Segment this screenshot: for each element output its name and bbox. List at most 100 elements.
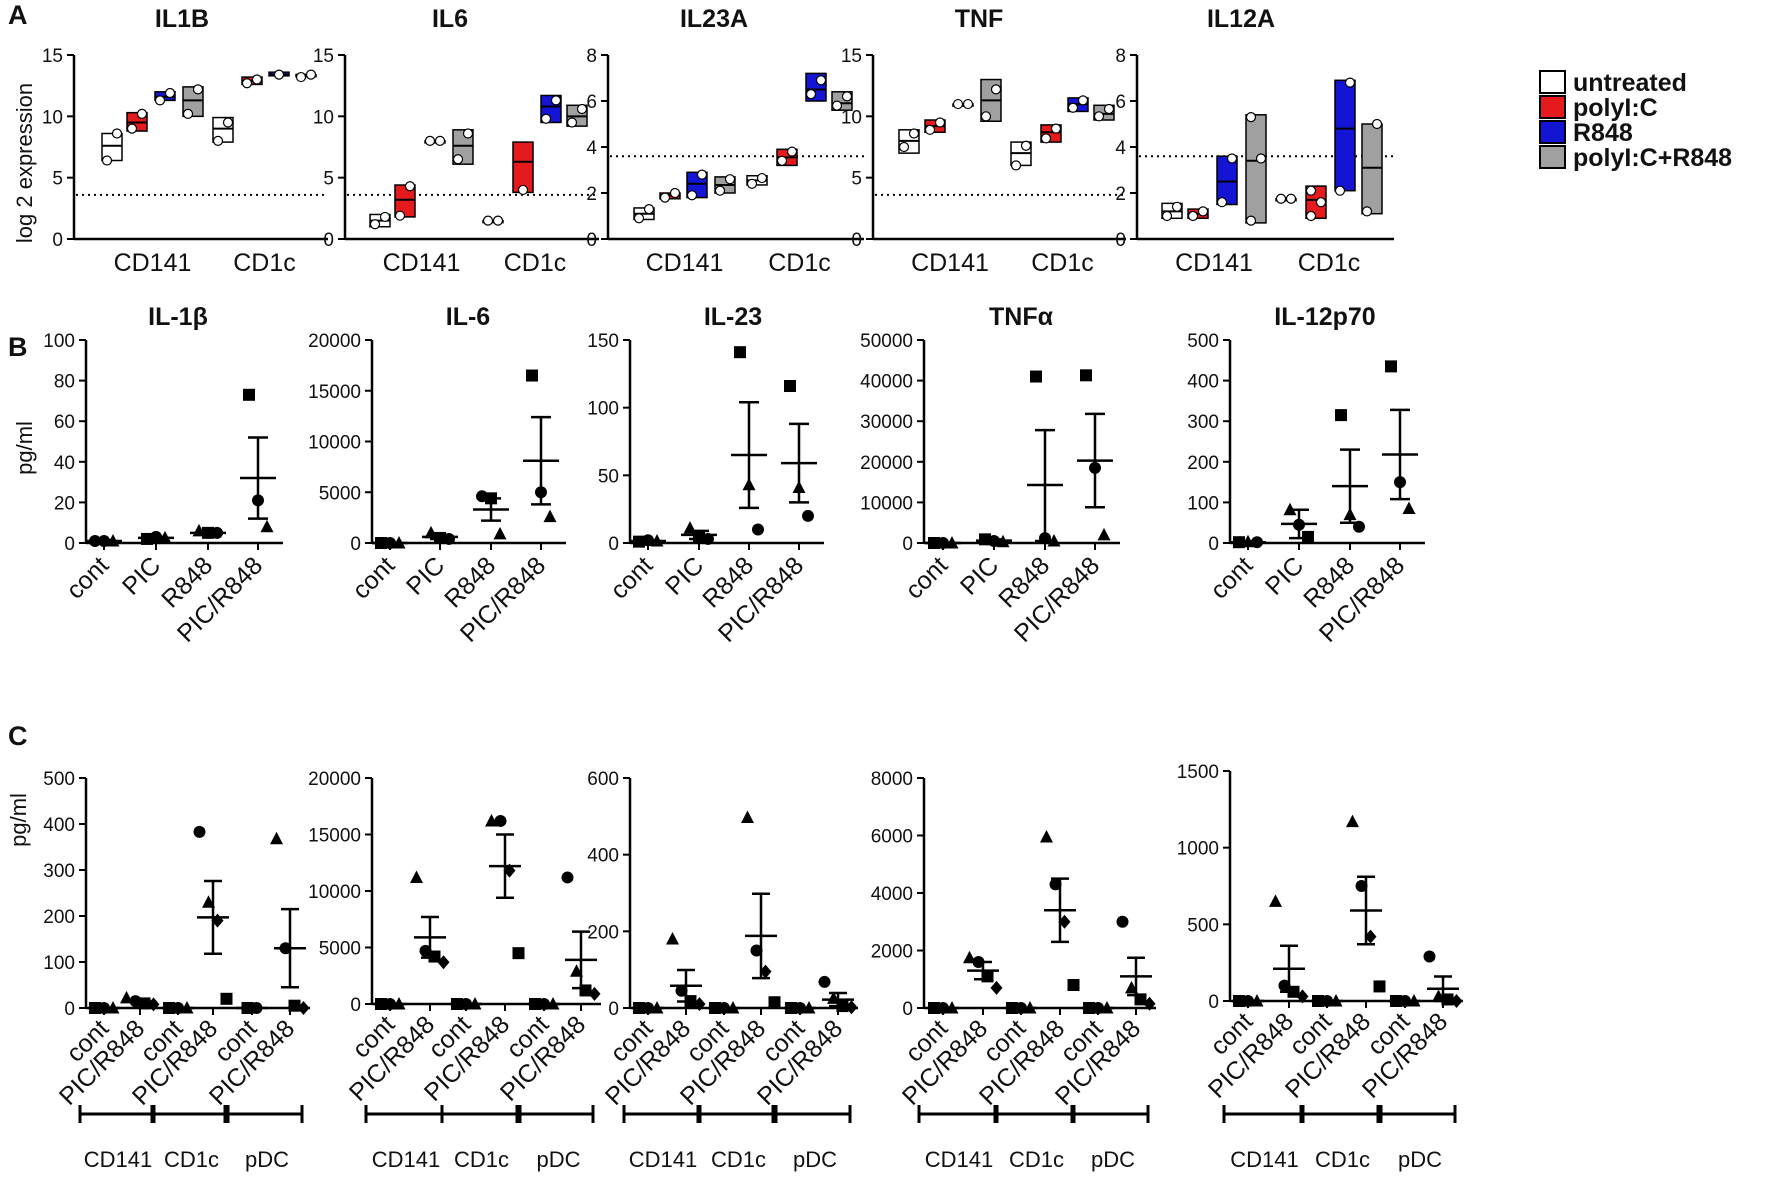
data-point	[369, 219, 381, 230]
data-point	[154, 95, 166, 106]
data-point	[784, 380, 796, 393]
chart-title: IL6	[432, 5, 468, 33]
data-point	[693, 531, 705, 544]
data-point	[1373, 980, 1386, 993]
data-point	[579, 984, 592, 997]
data-point	[138, 997, 151, 1010]
data-point	[831, 100, 843, 111]
data-point	[540, 113, 552, 124]
y-tick-label: 30000	[860, 412, 913, 433]
y-tick-label: 0	[851, 230, 862, 251]
legend-label-r848: R848	[1573, 119, 1633, 147]
legend: untreated polyI:C R848 polyI:C+R848	[1539, 69, 1732, 172]
data-point	[1089, 461, 1101, 474]
data-point	[845, 1000, 858, 1015]
group-label: CD1c	[1315, 1147, 1370, 1172]
chart-title: IL1B	[155, 5, 209, 33]
data-point	[243, 388, 255, 401]
data-point	[1083, 1002, 1095, 1014]
data-point	[106, 1001, 120, 1014]
data-point	[650, 1001, 664, 1014]
y-tick-label: 200	[43, 907, 75, 928]
y-tick-label: 40	[54, 453, 75, 474]
legend-swatch-polyic	[1539, 95, 1566, 119]
group-label: pDC	[793, 1147, 837, 1172]
group-label: CD1c	[1009, 1147, 1064, 1172]
data-point	[468, 997, 482, 1010]
data-point	[741, 810, 754, 823]
data-point	[633, 213, 645, 224]
data-point	[164, 87, 176, 99]
data-point	[1450, 994, 1463, 1008]
y-tick-label: 100	[1187, 493, 1219, 514]
x-group-label: CD1c	[1031, 249, 1094, 277]
data-point	[1030, 370, 1042, 383]
data-point	[1441, 993, 1454, 1006]
data-point	[841, 91, 853, 102]
data-point	[1233, 995, 1245, 1007]
y-tick-label: 10000	[308, 882, 361, 903]
legend-label-polyic: polyI:C	[1573, 94, 1658, 122]
y-tick-label: 150	[587, 331, 619, 352]
bar-cd1c-polyi-c-r848	[1361, 123, 1383, 215]
legend-label-polyic-r848: polyI:C+R848	[1573, 144, 1732, 172]
y-tick-label: 300	[43, 861, 75, 882]
chart-title: TNFα	[989, 303, 1054, 331]
data-point	[1399, 995, 1411, 1007]
y-tick-label: 15000	[308, 826, 361, 847]
data-point	[945, 536, 959, 549]
data-point	[1343, 507, 1357, 521]
y-tick-label: 15	[841, 46, 862, 67]
data-point	[1093, 111, 1105, 122]
data-point	[759, 964, 772, 979]
data-point	[462, 128, 474, 139]
data-point	[1040, 829, 1053, 843]
y-tick-label: 600	[587, 769, 619, 790]
y-tick-label: 400	[587, 846, 619, 867]
data-point	[288, 999, 301, 1012]
data-point	[1015, 1002, 1027, 1014]
data-point	[410, 870, 423, 883]
data-point	[98, 534, 110, 547]
y-tick-label: 15	[42, 46, 63, 67]
group-label: CD141	[1230, 1147, 1298, 1172]
data-point	[1423, 950, 1436, 963]
data-point	[786, 146, 798, 157]
y-tick-label: 6000	[871, 827, 913, 848]
x-group-label: CD1c	[233, 249, 296, 277]
data-point	[1344, 77, 1356, 88]
data-point	[937, 537, 949, 549]
data-point	[650, 533, 664, 547]
data-point	[529, 998, 541, 1010]
data-point	[750, 944, 763, 957]
data-point	[1305, 185, 1317, 196]
data-point	[570, 964, 583, 977]
data-point	[633, 535, 645, 548]
y-tick-label: 2	[586, 184, 597, 205]
data-point	[550, 95, 562, 106]
data-point	[212, 135, 224, 146]
data-point	[1187, 210, 1199, 222]
y-tick-label: 5	[52, 169, 63, 190]
data-point	[295, 71, 307, 83]
data-point	[709, 1002, 721, 1014]
x-tick-label: cont	[900, 551, 953, 604]
y-tick-label: 0	[902, 999, 913, 1020]
data-point	[794, 1002, 806, 1014]
y-tick-label: 60	[54, 412, 75, 433]
data-point	[566, 117, 578, 128]
group-label: CD141	[372, 1147, 440, 1172]
data-point	[792, 480, 806, 494]
y-tick-label: 5000	[319, 939, 361, 960]
data-point	[1334, 185, 1346, 196]
data-point	[1023, 1001, 1037, 1014]
data-point	[561, 871, 574, 884]
data-point	[270, 831, 283, 845]
data-point	[746, 178, 758, 189]
data-point	[1245, 111, 1257, 123]
data-point	[101, 155, 113, 166]
x-tick-label: cont	[347, 551, 400, 604]
data-point	[1329, 994, 1343, 1007]
chart-c-5: 050010001500contPIC/R848contPIC/R848cont…	[1177, 762, 1463, 1172]
